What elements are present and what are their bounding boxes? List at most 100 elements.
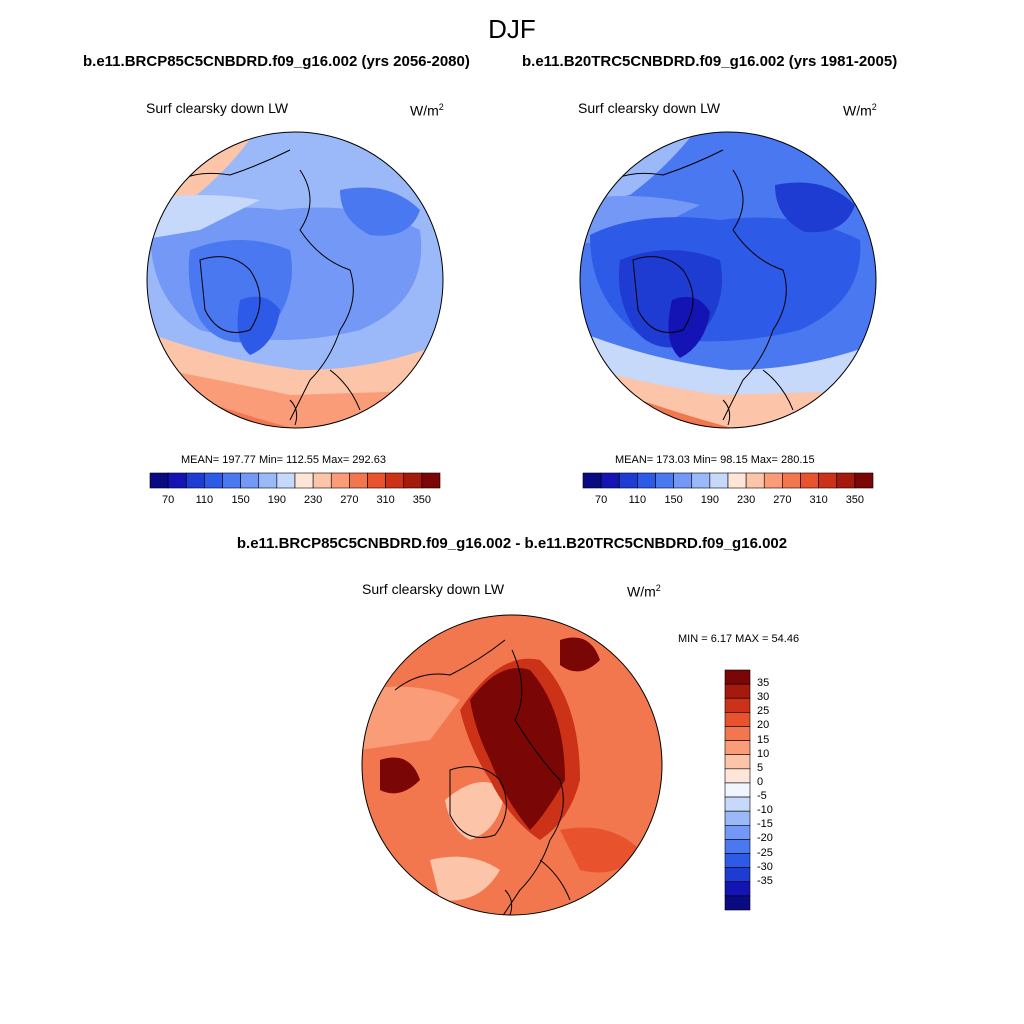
diff-colorbar xyxy=(724,669,751,911)
diff-colorbar-tick-label: -35 xyxy=(757,874,773,887)
right-colorbar-box-4 xyxy=(655,472,674,489)
left-map-border xyxy=(146,131,444,429)
left-panel-run-title: b.e11.BRCP85C5CNBDRD.f09_g16.002 (yrs 20… xyxy=(83,53,470,70)
left-stats-label: MEAN= 197.77 Min= 112.55 Max= 292.63 xyxy=(181,454,386,466)
left-colorbar-tick-label: 350 xyxy=(412,494,432,506)
left-colorbar-box-4 xyxy=(222,472,241,489)
left-colorbar-tick-label: 310 xyxy=(376,494,395,506)
right-units-label: W/m2 xyxy=(843,102,877,119)
left-colorbar-tick-label: 190 xyxy=(267,494,287,506)
right-colorbar-box-7 xyxy=(709,472,729,489)
left-colorbar-box-6 xyxy=(258,472,278,489)
left-colorbar-box-1 xyxy=(167,472,187,489)
left-colorbar-tick-label: 70 xyxy=(162,494,175,506)
left-map-greenland-cold xyxy=(237,296,280,355)
diff-units-label: W/m2 xyxy=(627,583,661,600)
diff-colorbar-box-3 xyxy=(724,712,751,727)
diff-colorbar-tick-label: -10 xyxy=(757,804,773,817)
left-colorbar-box-15 xyxy=(421,472,441,489)
right-polar-map xyxy=(580,132,876,428)
right-map-coastline-greenland xyxy=(632,256,694,333)
diff-colorbar-box-9 xyxy=(724,796,751,812)
right-stats-label: MEAN= 173.03 Min= 98.15 Max= 280.15 xyxy=(615,454,815,466)
diff-colorbar-tick-label: 35 xyxy=(757,677,770,690)
diff-map-pale-greenland xyxy=(445,782,505,840)
diff-map-coastline-europe xyxy=(504,859,571,915)
left-colorbar-box-7 xyxy=(276,472,296,489)
left-colorbar-box-9 xyxy=(312,472,332,489)
diff-map-coastline-greenland xyxy=(449,766,507,838)
right-variable-label: Surf clearsky down LW xyxy=(578,100,721,116)
right-colorbar-box-3 xyxy=(637,472,656,489)
left-colorbar-box-14 xyxy=(403,472,423,489)
right-colorbar-tick-label: 150 xyxy=(664,494,683,506)
diff-colorbar-tick-label: 5 xyxy=(757,761,764,774)
diff-map-coastline-1 xyxy=(499,649,564,915)
right-map-coastline-europe xyxy=(722,369,794,426)
right-colorbar-tick-label: 70 xyxy=(595,494,608,506)
diff-map-pale-south xyxy=(430,856,500,901)
right-colorbar-box-14 xyxy=(836,472,856,489)
right-colorbar-box-13 xyxy=(818,472,838,489)
left-map-coastline-europe xyxy=(289,369,361,426)
diff-colorbar-box-10 xyxy=(724,810,751,826)
diff-colorbar-box-7 xyxy=(724,768,751,784)
left-colorbar-tick-label: 110 xyxy=(195,494,214,506)
diff-map-pale-west xyxy=(362,686,460,750)
season-title: DJF xyxy=(488,14,536,44)
diff-map-west-hot xyxy=(380,757,420,794)
left-map-coastline-greenland xyxy=(199,256,261,333)
diff-colorbar-tick-label: -5 xyxy=(757,790,767,803)
right-colorbar-box-15 xyxy=(854,472,874,489)
diff-polar-map xyxy=(362,615,662,915)
right-colorbar-box-9 xyxy=(745,472,765,489)
left-map-coastline-2 xyxy=(179,149,291,181)
right-colorbar-tick-label: 270 xyxy=(773,494,792,506)
right-colorbar-box-5 xyxy=(673,472,693,489)
diff-colorbar-box-15 xyxy=(724,881,751,897)
difference-panel-title: b.e11.BRCP85C5CNBDRD.f09_g16.002 - b.e11… xyxy=(236,535,788,552)
diff-colorbar-box-4 xyxy=(724,726,751,741)
right-colorbar-box-10 xyxy=(763,472,783,489)
right-colorbar-tick-label: 190 xyxy=(700,494,720,506)
left-colorbar-box-8 xyxy=(294,472,314,489)
left-units-label: W/m2 xyxy=(410,102,444,119)
diff-colorbar-tick-label: 25 xyxy=(757,705,770,718)
diff-map-mid-east xyxy=(560,827,640,873)
right-map-siberia-cold xyxy=(775,182,855,233)
left-colorbar-tick-label: 230 xyxy=(303,494,323,506)
left-colorbar-box-3 xyxy=(204,472,223,489)
right-colorbar-box-1 xyxy=(600,472,620,489)
diff-colorbar-box-14 xyxy=(724,867,751,883)
left-colorbar-box-12 xyxy=(367,472,386,489)
left-map-light-band xyxy=(147,195,260,240)
left-colorbar-box-0 xyxy=(149,472,169,489)
left-variable-label: Surf clearsky down LW xyxy=(146,100,289,116)
diff-colorbar-box-1 xyxy=(724,683,751,699)
diff-colorbar-box-16 xyxy=(724,895,751,911)
left-polar-map xyxy=(147,132,443,428)
right-colorbar-tick-label: 110 xyxy=(628,494,647,506)
diff-colorbar-tick-label: 20 xyxy=(757,719,770,732)
left-colorbar-box-11 xyxy=(349,472,368,489)
diff-colorbar-tick-label: -25 xyxy=(757,846,773,859)
right-colorbar-tick-label: 230 xyxy=(736,494,756,506)
diff-colorbar-box-0 xyxy=(724,669,751,685)
right-colorbar-box-11 xyxy=(782,472,801,489)
left-colorbar-tick-label: 150 xyxy=(231,494,250,506)
left-colorbar-box-10 xyxy=(330,472,350,489)
diff-variable-label: Surf clearsky down LW xyxy=(362,581,505,597)
left-colorbar-tick-label: 270 xyxy=(340,494,359,506)
diff-colorbar-box-8 xyxy=(724,782,751,798)
diff-colorbar-tick-label: 10 xyxy=(757,747,770,760)
right-colorbar-box-12 xyxy=(800,472,819,489)
diff-map-arctic-hot-core xyxy=(470,668,565,830)
diff-colorbar-box-12 xyxy=(724,839,751,854)
left-colorbar xyxy=(149,472,441,489)
right-panel-run-title: b.e11.B20TRC5CNBDRD.f09_g16.002 (yrs 198… xyxy=(522,53,898,70)
diff-colorbar-box-6 xyxy=(724,754,751,770)
diff-colorbar-box-2 xyxy=(724,697,751,713)
diff-colorbar-tick-label: -20 xyxy=(757,832,773,845)
right-colorbar xyxy=(582,472,874,489)
